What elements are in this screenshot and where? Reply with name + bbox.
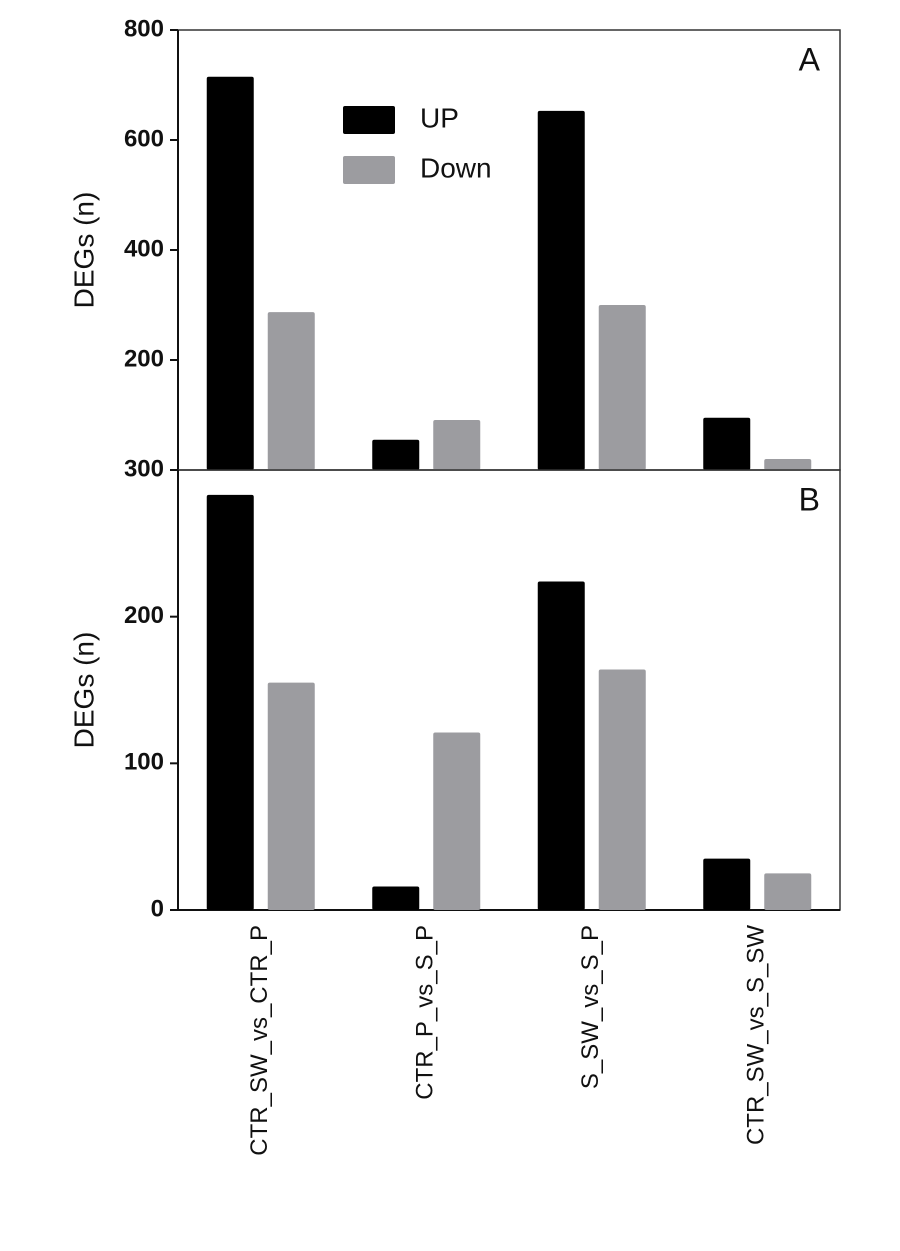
bar — [206, 76, 254, 470]
legend-swatch — [343, 156, 395, 184]
bar — [537, 581, 585, 910]
bar — [372, 439, 420, 470]
y-tick-label: 300 — [124, 455, 164, 482]
y-axis-label: DEGs (n) — [68, 632, 99, 749]
x-tick-label: CTR_P_vs_S_P — [412, 925, 439, 1100]
y-tick-label: 400 — [124, 235, 164, 262]
bar — [372, 886, 420, 910]
legend-label: Down — [420, 152, 492, 183]
bar — [433, 732, 481, 910]
y-tick-label: 800 — [124, 15, 164, 42]
y-tick-label: 0 — [151, 895, 164, 922]
bar — [267, 682, 315, 910]
bar — [598, 305, 646, 470]
bar — [537, 110, 585, 470]
legend-label: UP — [420, 102, 459, 133]
bar — [703, 858, 751, 910]
bar — [433, 419, 481, 470]
y-tick-label: 600 — [124, 125, 164, 152]
y-tick-label: 200 — [124, 345, 164, 372]
bar — [598, 669, 646, 910]
bar — [206, 494, 254, 910]
x-tick-label: CTR_SW_vs_S_SW — [743, 925, 770, 1145]
y-tick-label: 100 — [124, 749, 164, 776]
y-tick-label: 200 — [124, 602, 164, 629]
legend-swatch — [343, 106, 395, 134]
bar — [267, 312, 315, 470]
y-axis-label: DEGs (n) — [68, 192, 99, 309]
bar — [764, 459, 812, 470]
bar — [703, 417, 751, 470]
bar — [764, 873, 812, 910]
x-tick-label: CTR_SW_vs_CTR_P — [246, 925, 273, 1156]
panel-label: A — [799, 41, 821, 77]
x-tick-label: S_SW_vs_S_P — [577, 925, 604, 1089]
panel-label: B — [799, 481, 820, 517]
